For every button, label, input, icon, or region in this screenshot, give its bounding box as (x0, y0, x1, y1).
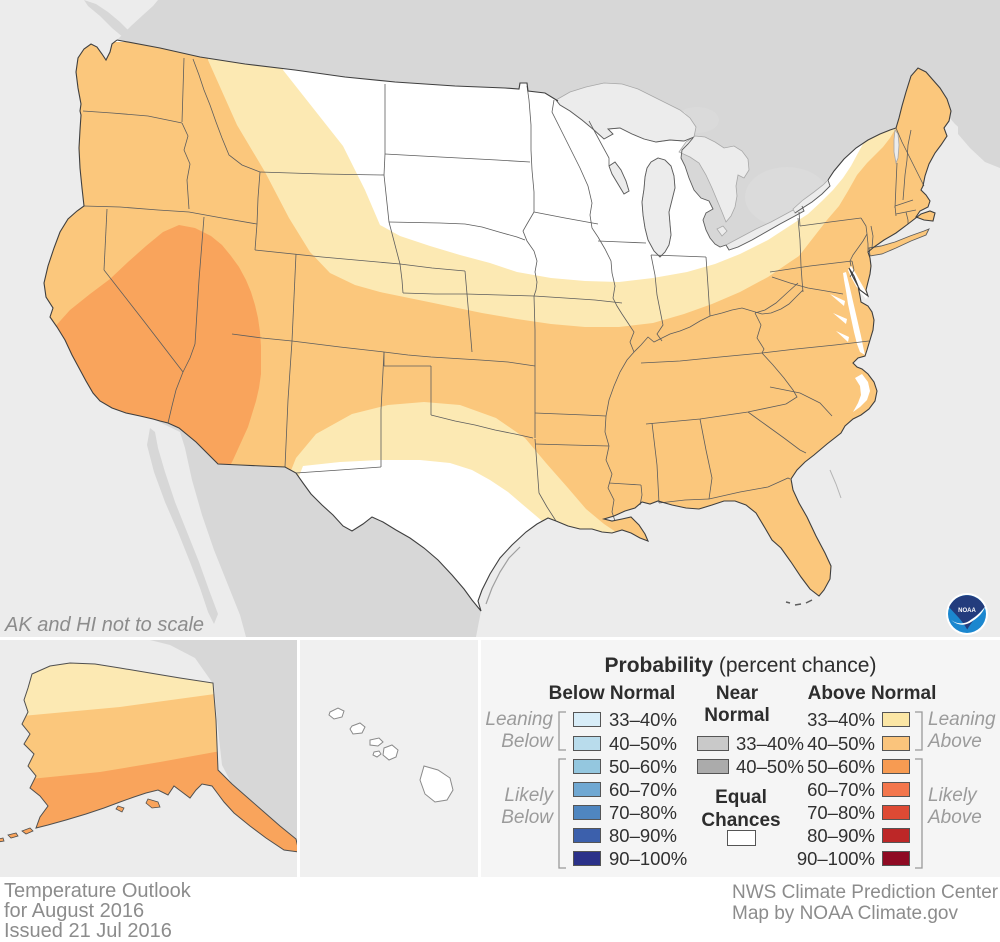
svg-text:AK and HI not to scale: AK and HI not to scale (4, 614, 204, 636)
svg-text:NOAA: NOAA (958, 608, 976, 614)
